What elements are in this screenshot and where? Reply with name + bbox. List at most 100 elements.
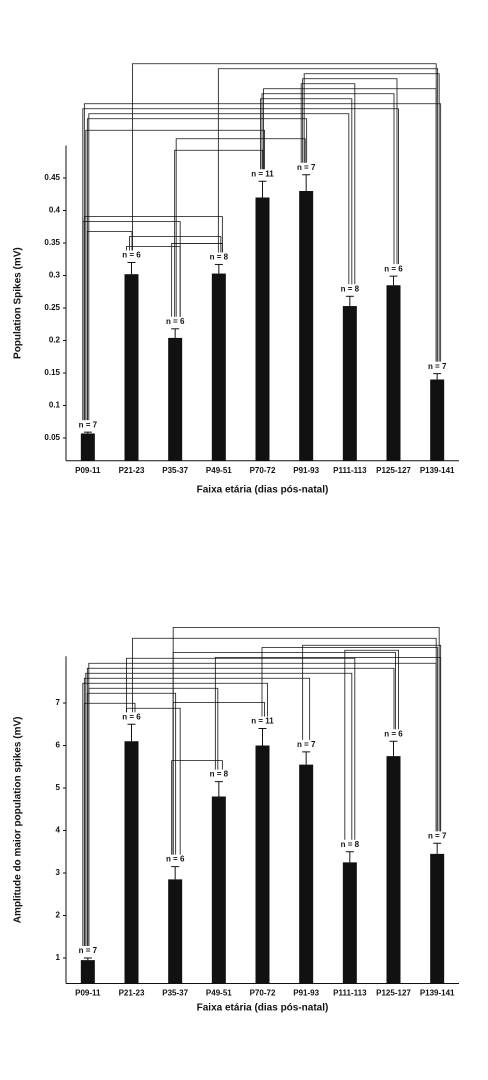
significance-bracket [83, 216, 223, 421]
significance-bracket [88, 687, 219, 946]
x-tick-label: P49-51 [206, 989, 232, 998]
n-label: n = 7 [428, 362, 447, 371]
significance-bracket [174, 149, 264, 317]
x-tick-label: P139-141 [420, 466, 455, 475]
y-tick-label: 1 [56, 953, 61, 962]
x-tick-label: P35-37 [162, 989, 188, 998]
n-label: n = 8 [210, 770, 229, 779]
significance-bracket [82, 108, 399, 421]
x-tick-label: P70-72 [250, 466, 276, 475]
y-tick-label: 0.35 [44, 238, 60, 247]
bar [299, 191, 314, 461]
significance-bracket [217, 68, 439, 362]
x-tick-label: P09-11 [75, 466, 101, 475]
n-label: n = 8 [341, 840, 360, 849]
significance-bracket [261, 93, 395, 265]
significance-bracket [126, 657, 356, 840]
x-tick-label: P111-113 [333, 466, 367, 475]
bar [255, 745, 270, 984]
significance-bracket [132, 63, 437, 362]
y-tick-label: 0.25 [44, 303, 60, 312]
x-axis-title: Faixa etária (dias pós-natal) [197, 1003, 329, 1014]
bar [211, 796, 226, 984]
y-tick-label: 4 [56, 826, 61, 835]
significance-bracket [302, 78, 398, 265]
n-label: n = 8 [341, 284, 360, 293]
y-tick-label: 3 [56, 868, 61, 877]
n-label: n = 6 [166, 855, 185, 864]
bar [342, 306, 357, 461]
significance-bracket [171, 760, 223, 855]
x-tick-label: P70-72 [250, 989, 276, 998]
n-label: n = 6 [384, 264, 403, 273]
bar [168, 879, 183, 984]
significance-bracket [83, 103, 442, 421]
bar [386, 756, 401, 984]
bar [386, 285, 401, 461]
y-axis-title: Population Spikes (mV) [13, 247, 24, 359]
significance-bracket [344, 649, 399, 840]
significance-bracket [175, 138, 306, 317]
significance-bracket [303, 73, 440, 362]
x-tick-label: P91-93 [293, 466, 319, 475]
n-label: n = 8 [210, 253, 229, 262]
y-tick-label: 0.4 [49, 206, 61, 215]
bar [255, 197, 270, 461]
n-label: n = 7 [79, 420, 98, 429]
bar [430, 379, 445, 461]
significance-bracket [172, 652, 396, 855]
significance-bracket [300, 83, 356, 285]
y-tick-label: 0.45 [44, 173, 60, 182]
significance-bracket [86, 118, 308, 421]
n-label: n = 7 [297, 740, 316, 749]
significance-bracket [129, 236, 222, 253]
x-tick-label: P125-127 [376, 989, 411, 998]
y-tick-label: 0.15 [44, 368, 60, 377]
y-tick-label: 0.1 [49, 401, 61, 410]
bar [430, 853, 445, 984]
n-label: n = 6 [384, 729, 403, 738]
bar [211, 273, 226, 461]
x-tick-label: P91-93 [293, 989, 319, 998]
x-tick-label: P09-11 [75, 989, 101, 998]
significance-bracket [82, 682, 268, 946]
n-label: n = 7 [428, 831, 447, 840]
significance-bracket [302, 644, 442, 832]
significance-bracket [261, 647, 439, 832]
x-tick-label: P111-113 [333, 989, 367, 998]
x-tick-label: P21-23 [119, 989, 145, 998]
n-label: n = 6 [122, 712, 141, 721]
x-axis-title: Faixa etária (dias pós-natal) [197, 485, 329, 496]
bar [342, 862, 357, 984]
significance-bracket [132, 637, 437, 832]
significance-bracket [88, 113, 350, 421]
y-tick-label: 5 [56, 783, 61, 792]
bar [299, 764, 314, 984]
bar [80, 960, 95, 984]
bar [124, 274, 139, 461]
bar [124, 741, 139, 984]
significance-bracket [85, 672, 353, 946]
y-tick-label: 6 [56, 741, 61, 750]
x-tick-label: P49-51 [206, 466, 232, 475]
n-label: n = 6 [122, 251, 141, 260]
y-axis-title: Amplitude do maior population spikes (mV… [13, 717, 24, 924]
x-tick-label: P139-141 [420, 989, 455, 998]
significance-bracket [86, 667, 395, 946]
significance-bracket [85, 129, 265, 421]
x-tick-label: P125-127 [376, 466, 411, 475]
significance-bracket [83, 677, 311, 946]
n-label: n = 11 [251, 169, 274, 178]
y-tick-label: 0.05 [44, 433, 60, 442]
bar [80, 433, 95, 461]
n-label: n = 7 [79, 946, 98, 955]
y-tick-label: 7 [56, 698, 61, 707]
n-label: n = 7 [297, 163, 316, 172]
n-label: n = 11 [251, 717, 274, 726]
x-tick-label: P35-37 [162, 466, 188, 475]
y-tick-label: 0.2 [49, 336, 61, 345]
significance-bracket [172, 627, 440, 855]
x-tick-label: P21-23 [119, 466, 145, 475]
n-label: n = 6 [166, 317, 185, 326]
